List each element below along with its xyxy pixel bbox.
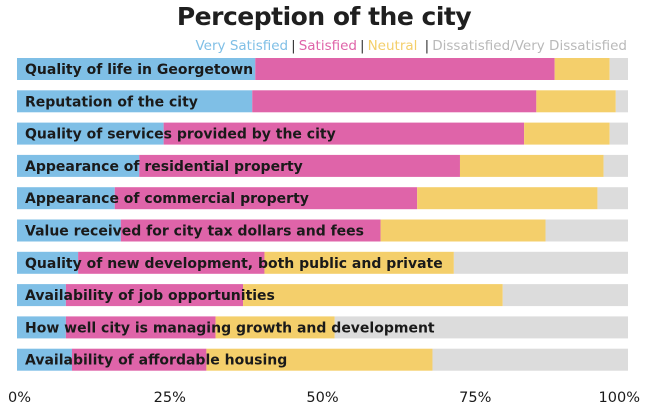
bar-segment-1-3 [615,90,628,113]
bar-category-label: Appearance of residential property [25,159,303,175]
bar-category-label: Availability of job opportunities [25,288,275,304]
bar-segment-4-3 [597,187,628,210]
bar-segment-0-1 [255,58,555,80]
bar-category-label: Value received for city tax dollars and … [25,224,364,240]
legend-very-satisfied: Very Satisfied [195,38,289,54]
chart-title: Perception of the city [176,2,472,31]
bar-category-label: Quality of services provided by the city [25,127,336,143]
bar-segment-0-0 [17,58,256,80]
x-tick-label: 25% [154,390,186,406]
bar-segment-5-2 [380,219,546,242]
bar-category-label: Reputation of the city [25,94,198,110]
bar-segment-5-3 [545,219,628,242]
bar-segment-0-3 [609,58,628,80]
bar-segment-4-1 [114,187,418,210]
bar-segment-1-0 [17,90,253,113]
bar-segment-1-1 [252,90,537,113]
bar-category-label: Quality of life in Georgetown [25,62,253,78]
bar-segment-2-0 [17,122,164,145]
bar-segment-0-2 [554,58,610,80]
bar-segment-9-2 [206,348,433,371]
bar-segment-6-3 [453,251,628,274]
bar-category-label: Quality of new development, both public … [25,256,443,272]
x-tick-label: 0% [8,390,31,406]
bar-segment-7-3 [502,284,628,307]
bar-segment-4-2 [417,187,598,210]
bar-category-label: Availability of affordable housing [25,353,287,369]
bar-segment-9-0 [17,348,72,371]
bar-segment-8-3 [334,316,628,339]
bar-segment-2-1 [163,122,525,145]
x-tick-label: 50% [306,390,338,406]
bar-segment-9-3 [432,348,628,371]
bar-segment-2-2 [524,122,610,145]
bar-segment-9-1 [71,348,207,371]
bar-segment-5-0 [17,219,121,242]
bar-segment-8-2 [215,316,335,339]
bar-category-label: How well city is managing growth and dev… [25,320,435,336]
bar-segment-5-1 [120,219,381,242]
x-tick-label: 100% [599,390,640,406]
bar-segment-4-0 [17,187,115,210]
legend-separator: | [420,38,430,54]
bar-segment-8-1 [65,316,216,339]
bar-segment-2-3 [609,122,628,145]
legend: Very Satisfied | Satisfied | Neutral | Dissat… [196,38,628,54]
bar-segment-3-0 [17,154,140,177]
legend-separator: | [291,38,296,54]
legend-separator: | [360,38,365,54]
bar-segment-8-0 [17,316,66,339]
bar-segment-6-0 [17,251,79,274]
bar-segment-6-1 [78,251,265,274]
bar-category-label: Appearance of commercial property [25,191,309,207]
bar-segment-1-2 [536,90,616,113]
bar-segment-7-1 [65,284,244,307]
legend-dissatisfied: Dissatisfied/Very Dissatisfied [432,38,627,54]
legend-satisfied: Satisfied [298,38,357,54]
bar-segment-3-3 [603,154,628,177]
bar-segment-7-0 [17,284,66,307]
x-tick-label: 75% [459,390,491,406]
legend-neutral: Neutral [367,38,418,54]
bar-segment-6-2 [264,251,454,274]
bar-segment-3-2 [459,154,604,177]
bar-segment-3-1 [139,154,460,177]
bar-segment-7-2 [243,284,503,307]
